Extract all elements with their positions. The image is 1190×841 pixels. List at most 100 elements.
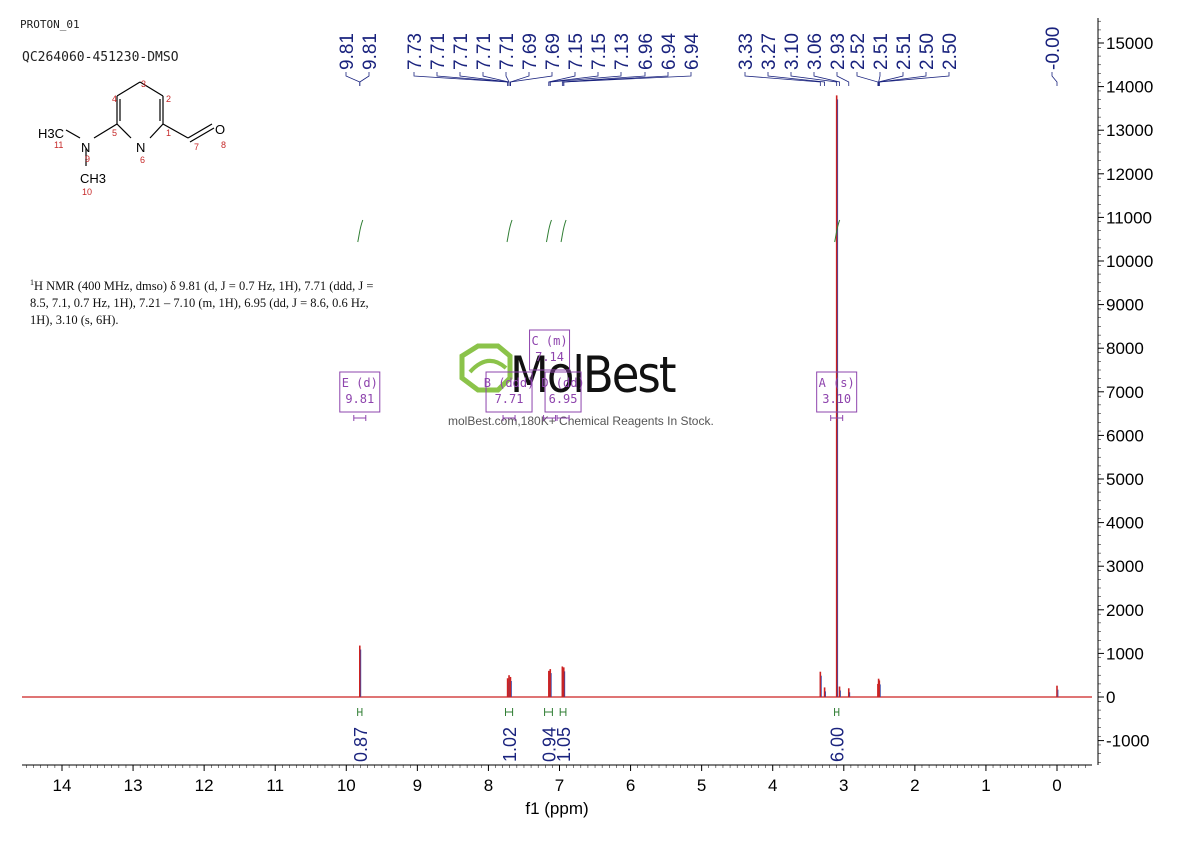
y-tick-label: 3000 bbox=[1106, 557, 1144, 576]
peak-connector bbox=[856, 72, 879, 86]
multiplet-box bbox=[339, 371, 381, 413]
y-tick-label: 4000 bbox=[1106, 514, 1144, 533]
peak-shift-label: 6.94 bbox=[659, 33, 680, 70]
multiplet-label: D (dd) bbox=[541, 376, 584, 390]
atom-number-7: 7 bbox=[194, 142, 199, 152]
peak-shift-label: 2.51 bbox=[871, 33, 892, 70]
peak-shift-label: 3.10 bbox=[782, 33, 803, 70]
peak-shift-label: 7.71 bbox=[497, 33, 518, 70]
x-tick-label: 1 bbox=[981, 776, 990, 795]
multiplet-box bbox=[544, 371, 582, 413]
peak-shift-label: 7.71 bbox=[474, 33, 495, 70]
y-tick-label: 15000 bbox=[1106, 34, 1153, 53]
nmr-description-superscript: 1 bbox=[30, 278, 34, 287]
watermark-tagline: molBest.com,180K+ Chemical Reagents In S… bbox=[448, 414, 714, 428]
integral-value: 1.02 bbox=[500, 727, 520, 762]
peak-connector bbox=[510, 72, 530, 86]
peak-connector bbox=[878, 72, 950, 86]
peak-shift-label: 2.93 bbox=[828, 33, 849, 70]
atom-number-11: 11 bbox=[54, 140, 63, 150]
peak-shift-label: 2.50 bbox=[917, 33, 938, 70]
atom-number-10: 10 bbox=[82, 187, 92, 197]
atom-number-6: 6 bbox=[140, 155, 145, 165]
peak-shift-label: 2.52 bbox=[848, 33, 869, 70]
peak-shift-label: 7.15 bbox=[566, 33, 587, 70]
atom-number-1: 1 bbox=[166, 128, 171, 138]
peak-shift-label: 9.81 bbox=[360, 33, 381, 70]
y-tick-label: -1000 bbox=[1106, 732, 1149, 751]
peak-shift-label: 6.96 bbox=[636, 33, 657, 70]
peak-connector bbox=[813, 72, 840, 86]
peak-connector bbox=[563, 72, 669, 86]
peak-connector bbox=[561, 72, 646, 86]
x-tick-label: 3 bbox=[839, 776, 848, 795]
x-axis: 14 13 12 11 10 9 8 7 6 5 4 3 2 1 0 f1 (ppm) bbox=[22, 764, 1092, 818]
multiplet-shift: 3.10 bbox=[822, 392, 851, 406]
multiplet-shift: 7.71 bbox=[495, 392, 524, 406]
oxygen-label: O bbox=[215, 122, 225, 137]
peak-connector bbox=[510, 72, 553, 86]
multiplet-label: E (d) bbox=[342, 376, 378, 390]
x-tick-label: 0 bbox=[1052, 776, 1061, 795]
integral-value: 6.00 bbox=[828, 727, 848, 762]
y-tick-label: 13000 bbox=[1106, 121, 1153, 140]
peak-shift-label: 7.69 bbox=[543, 33, 564, 70]
multiplet-box bbox=[816, 371, 858, 413]
y-tick-label: 14000 bbox=[1106, 78, 1153, 97]
atom-number-2: 2 bbox=[166, 94, 171, 104]
peak-connector bbox=[359, 72, 370, 86]
x-tick-label: 13 bbox=[124, 776, 143, 795]
y-tick-label: 6000 bbox=[1106, 426, 1144, 445]
nmr-description-text: H NMR (400 MHz, dmso) δ 9.81 (d, J = 0.7… bbox=[30, 279, 374, 328]
y-tick-label: 12000 bbox=[1106, 165, 1153, 184]
x-tick-label: 2 bbox=[910, 776, 919, 795]
ring-nitrogen-label: N bbox=[136, 140, 145, 155]
y-tick-label: 7000 bbox=[1106, 383, 1144, 402]
multiplet-shift: 7.14 bbox=[535, 350, 564, 364]
experiment-label: PROTON_01 bbox=[20, 18, 80, 31]
x-tick-label: 9 bbox=[413, 776, 422, 795]
integral-value: 1.05 bbox=[554, 727, 574, 762]
peak-connector bbox=[767, 72, 825, 86]
y-tick-label: 2000 bbox=[1106, 601, 1144, 620]
x-tick-label: 6 bbox=[626, 776, 635, 795]
atom-number-5: 5 bbox=[112, 128, 117, 138]
nmr-description: 1H NMR (400 MHz, dmso) δ 9.81 (d, J = 0.… bbox=[30, 274, 390, 329]
x-tick-label: 8 bbox=[484, 776, 493, 795]
peak-shift-label: 6.94 bbox=[682, 33, 703, 70]
amine-nitrogen-label: N bbox=[81, 140, 90, 155]
peak-connector bbox=[548, 72, 599, 86]
peak-connector bbox=[505, 72, 510, 86]
peak-shift-label: 3.06 bbox=[805, 33, 826, 70]
multiplet-label: B (ddd) bbox=[484, 376, 535, 390]
peak-shift-label: -0.00 bbox=[1043, 27, 1064, 70]
integral-curve bbox=[357, 219, 364, 243]
y-tick-label: 11000 bbox=[1106, 208, 1152, 227]
peak-shift-label: 2.50 bbox=[940, 33, 961, 70]
x-tick-label: 10 bbox=[337, 776, 356, 795]
sample-label: QC264060-451230-DMSO bbox=[22, 50, 179, 65]
atom-number-4: 4 bbox=[112, 94, 117, 104]
y-tick-label: 0 bbox=[1106, 688, 1115, 707]
peak-connector bbox=[459, 72, 510, 86]
y-axis: -1000 0 1000 2000 3000 4000 5000 6000 7000 8000 90… bbox=[1097, 18, 1153, 765]
peak-shift-label: 7.71 bbox=[428, 33, 449, 70]
peak-connector bbox=[1051, 72, 1058, 86]
peak-shift-label: 9.81 bbox=[337, 33, 358, 70]
peak-connector bbox=[436, 72, 510, 86]
peak-connector bbox=[836, 72, 850, 86]
y-tick-label: 1000 bbox=[1106, 644, 1144, 663]
atom-number-9: 9 bbox=[85, 154, 90, 164]
peak-connector bbox=[413, 72, 509, 86]
x-tick-label: 4 bbox=[768, 776, 777, 795]
peak-connector bbox=[744, 72, 821, 86]
x-tick-label: 7 bbox=[555, 776, 564, 795]
hexagon-logo-icon bbox=[459, 343, 513, 393]
x-tick-label: 5 bbox=[697, 776, 706, 795]
molecule-structure: H3C N N O CH3 1 2 3 4 5 6 7 8 9 10 11 bbox=[38, 79, 226, 197]
peak-connector bbox=[563, 72, 692, 86]
peak-connector bbox=[345, 72, 361, 86]
peak-connector bbox=[790, 72, 838, 86]
integral-curve bbox=[834, 219, 841, 243]
y-tick-label: 8000 bbox=[1106, 339, 1144, 358]
